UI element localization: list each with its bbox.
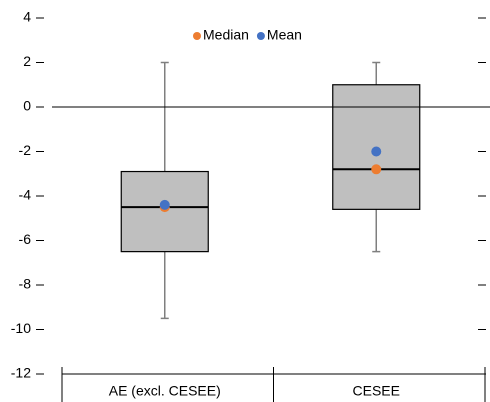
y-tick-label: -8 (19, 276, 32, 292)
legend-marker (193, 32, 201, 40)
y-tick-label: 2 (23, 53, 31, 69)
dot (159, 199, 170, 210)
y-tick-label: -10 (11, 320, 31, 336)
y-tick-label: -12 (11, 365, 31, 381)
y-tick-label: -2 (19, 142, 32, 158)
legend-label: Mean (267, 27, 302, 43)
x-tick-label: CESEE (353, 383, 400, 399)
y-tick-label: 4 (23, 9, 31, 25)
legend-marker (256, 32, 265, 40)
legend-label: Median (203, 27, 249, 43)
y-tick-label: -6 (19, 231, 32, 247)
dot (371, 146, 382, 157)
dot (371, 164, 382, 175)
y-tick-label: -4 (19, 187, 32, 203)
y-tick-label: 0 (23, 98, 31, 114)
x-tick-label: AE (excl. CESEE) (109, 383, 221, 399)
